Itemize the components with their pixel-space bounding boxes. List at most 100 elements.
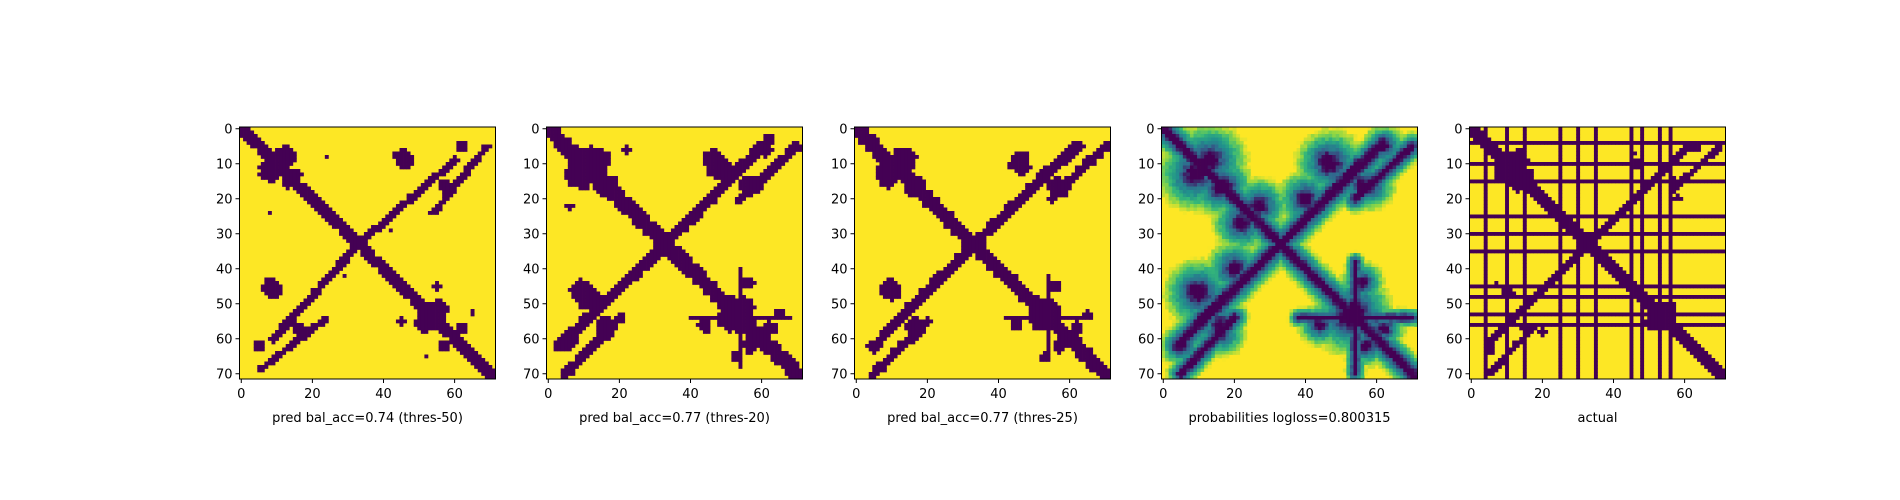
heatmap-cell: [1303, 137, 1308, 142]
heatmap-cell: [1268, 235, 1273, 240]
heatmap-cell: [890, 298, 894, 303]
heatmap-cell: [1161, 148, 1166, 152]
heatmap-cell: [734, 197, 739, 201]
heatmap-cell: [897, 155, 902, 159]
heatmap-cell: [939, 207, 944, 212]
heatmap-cell: [1342, 200, 1347, 205]
heatmap-cell: [929, 277, 934, 282]
heatmap-cell: [424, 326, 429, 331]
heatmap-cell: [1314, 221, 1319, 226]
heatmap-cell: [738, 295, 743, 299]
heatmap-cell: [1032, 302, 1037, 306]
heatmap-cell: [1078, 148, 1083, 152]
heatmap-cell: [1321, 183, 1326, 187]
heatmap-cell: [1165, 158, 1169, 163]
heatmap-cell: [1179, 127, 1184, 131]
heatmap-cell: [1064, 193, 1069, 198]
heatmap-cell: [1165, 193, 1169, 198]
heatmap-cell: [1193, 211, 1198, 215]
heatmap-cell: [1057, 155, 1062, 159]
heatmap-cell: [1307, 225, 1312, 229]
heatmap-cell: [1010, 326, 1015, 331]
heatmap-cell: [1410, 162, 1415, 166]
heatmap-cell: [1057, 179, 1062, 184]
heatmap-cell: [1403, 162, 1408, 166]
heatmap-cell: [986, 253, 990, 257]
heatmap-cell: [774, 361, 778, 366]
heatmap-cell: [777, 344, 782, 348]
heatmap-cell: [1221, 165, 1226, 170]
heatmap-cell: [1275, 249, 1280, 254]
heatmap-cell: [1396, 165, 1401, 170]
heatmap-cell: [638, 218, 643, 222]
heatmap-cell: [438, 183, 443, 187]
heatmap-cell: [1096, 361, 1101, 366]
heatmap-cell: [574, 151, 579, 156]
heatmap-cell: [791, 148, 796, 152]
heatmap-cell: [321, 214, 326, 219]
heatmap-cell: [1089, 365, 1094, 369]
heatmap-cell: [642, 214, 647, 219]
heatmap-cell: [1057, 281, 1062, 285]
heatmap-cell: [1182, 137, 1187, 142]
heatmap-cell: [879, 333, 884, 338]
heatmap-cell: [1214, 242, 1219, 247]
heatmap-cell: [734, 302, 739, 306]
heatmap-cell: [257, 365, 262, 369]
heatmap-cell: [303, 337, 308, 341]
heatmap-cell: [484, 368, 489, 373]
heatmap-cell: [1106, 148, 1111, 152]
heatmap-cell: [720, 155, 725, 159]
x-tick-label: 20: [304, 387, 321, 402]
heatmap-cell: [1189, 256, 1194, 261]
heatmap-cell: [438, 169, 443, 173]
heatmap-cell: [567, 207, 572, 212]
heatmap-cell: [699, 270, 704, 275]
heatmap-cell: [574, 158, 579, 163]
heatmap-cell: [1271, 253, 1276, 257]
heatmap-cell: [904, 337, 909, 341]
heatmap-cell: [911, 319, 916, 324]
heatmap-cell: [1200, 158, 1205, 163]
heatmap-cell: [975, 242, 980, 247]
heatmap-cell: [557, 340, 562, 345]
heatmap-cell: [1392, 162, 1397, 166]
heatmap-cell: [1232, 225, 1237, 229]
heatmap-cell: [1307, 183, 1312, 187]
heatmap-cell: [1106, 375, 1111, 380]
heatmap-cell: [1378, 169, 1383, 173]
heatmap-cell: [1221, 134, 1226, 138]
heatmap-cell: [734, 354, 739, 359]
heatmap-cell: [1046, 302, 1051, 306]
heatmap-cell: [1328, 186, 1333, 191]
heatmap-cell: [1021, 172, 1026, 177]
heatmap-cell: [702, 162, 707, 166]
heatmap-cell: [582, 295, 586, 299]
heatmap-cell: [271, 340, 276, 345]
heatmap-cell: [872, 155, 877, 159]
heatmap-cell: [1046, 295, 1051, 299]
heatmap-cell: [649, 235, 654, 240]
heatmap-cell: [1211, 172, 1216, 177]
heatmap-cell: [1314, 204, 1319, 208]
heatmap-cell: [918, 197, 923, 201]
heatmap-cell: [879, 288, 884, 292]
heatmap-cell: [1214, 141, 1219, 145]
heatmap-cell: [292, 179, 297, 184]
heatmap-cell: [1275, 228, 1280, 233]
heatmap-cell: [635, 225, 640, 229]
heatmap-cell: [638, 263, 643, 268]
heatmap-cell: [875, 148, 880, 152]
heatmap-cell: [339, 256, 343, 261]
heatmap-cell: [1053, 193, 1058, 198]
heatmap-cell: [596, 340, 601, 345]
heatmap-cell: [766, 319, 771, 324]
heatmap-cell: [1179, 165, 1184, 170]
heatmap-cell: [1282, 214, 1287, 219]
heatmap-cell: [550, 134, 554, 138]
heatmap-cell: [1046, 344, 1051, 348]
heatmap-cell: [1214, 134, 1219, 138]
heatmap-cell: [922, 197, 926, 201]
heatmap-cell: [1335, 158, 1340, 163]
heatmap-cell: [1214, 197, 1219, 201]
